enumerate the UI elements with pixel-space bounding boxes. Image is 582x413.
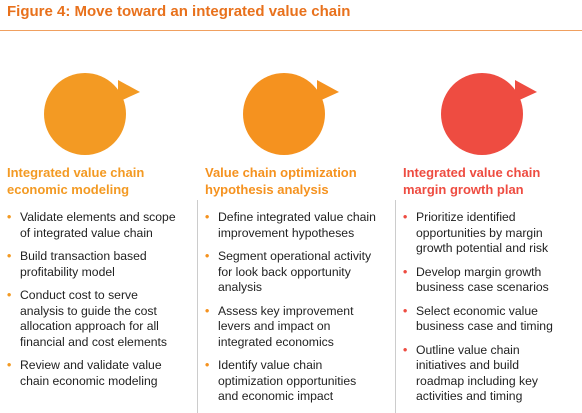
- bullet-line: Prioritize identified: [416, 210, 516, 224]
- bullet-line: analysis: [218, 280, 263, 294]
- pointer-triangle: [515, 80, 537, 102]
- list-item: • Review and validate value chain econom…: [7, 358, 176, 389]
- bullet-line: roadmap including key: [416, 373, 538, 388]
- circle-shape: [441, 73, 523, 155]
- bullet-icon: •: [403, 303, 408, 318]
- heading-line-2: economic modeling: [7, 182, 130, 197]
- bullet-line: chain economic modeling: [20, 373, 158, 388]
- heading-line-2: hypothesis analysis: [205, 182, 329, 197]
- bullet-line: of integrated value chain: [20, 225, 153, 240]
- bullet-line: Review and validate value: [20, 358, 162, 372]
- bullet-icon: •: [7, 249, 12, 263]
- figure-title: Figure 4: Move toward an integrated valu…: [7, 3, 351, 20]
- bullet-line: initiatives and build: [416, 358, 519, 372]
- bullet-line: Conduct cost to serve: [20, 288, 138, 302]
- bullet-line: profitability model: [20, 264, 115, 279]
- heading-line-1: Value chain optimization: [205, 165, 357, 180]
- bullet-icon: •: [7, 210, 12, 224]
- bullet-line: Develop margin growth: [416, 264, 542, 279]
- heading-line-2: margin growth plan: [403, 182, 524, 197]
- list-item: • Validate elements and scope of integra…: [7, 210, 176, 241]
- list-item: • Select economic value business case an…: [403, 304, 553, 335]
- bullet-line: Segment operational activity: [218, 249, 372, 263]
- bullet-icon: •: [205, 303, 210, 318]
- bullet-icon: •: [7, 358, 12, 372]
- bullet-line: Identify value chain: [218, 358, 323, 372]
- pointer-triangle: [317, 80, 339, 102]
- bullet-list: • Define integrated value chain improvem…: [205, 210, 376, 413]
- list-item: • Outline value chain initiatives and bu…: [403, 343, 553, 405]
- list-item: • Define integrated value chain improvem…: [205, 210, 376, 241]
- bullet-line: analysis to guide the cost: [20, 303, 157, 318]
- bullet-line: opportunities by margin: [416, 225, 543, 240]
- bullet-line: business case and timing: [416, 319, 553, 333]
- bullet-icon: •: [7, 288, 12, 302]
- list-item: • Build transaction based profitability …: [7, 249, 176, 280]
- bullet-list: • Validate elements and scope of integra…: [7, 210, 176, 397]
- column-heading: Integrated value chain economic modeling: [7, 164, 144, 198]
- bullet-line: Build transaction based: [20, 249, 147, 263]
- bullet-line: for look back opportunity: [218, 264, 351, 279]
- heading-line-1: Integrated value chain: [403, 165, 541, 180]
- pointer-triangle: [118, 80, 140, 102]
- red-circle-icon: [441, 66, 543, 162]
- column-heading: Value chain optimization hypothesis anal…: [205, 164, 357, 198]
- bullet-line: activities and timing: [416, 389, 523, 403]
- bullet-icon: •: [403, 264, 408, 279]
- orange-circle-icon: [243, 66, 345, 162]
- bullet-line: levers and impact on: [218, 319, 331, 333]
- bullet-line: financial and cost elements: [20, 334, 168, 349]
- bullet-icon: •: [403, 210, 408, 224]
- bullet-line: Define integrated value chain: [218, 210, 376, 224]
- list-item: • Prioritize identified opportunities by…: [403, 210, 553, 257]
- orange-circle-icon: [44, 66, 146, 162]
- list-item: • Assess key improvement levers and impa…: [205, 304, 376, 351]
- bullet-line: business case scenarios: [416, 280, 549, 294]
- list-item: • Develop margin growth business case sc…: [403, 265, 553, 296]
- bullet-line: growth potential and risk: [416, 241, 549, 255]
- list-item: • Identify value chain optimization oppo…: [205, 358, 376, 405]
- bullet-line: Outline value chain: [416, 342, 520, 357]
- column-heading: Integrated value chain margin growth pla…: [403, 164, 540, 198]
- bullet-list: • Prioritize identified opportunities by…: [403, 210, 553, 413]
- bullet-line: Assess key improvement: [218, 303, 354, 318]
- heading-line-1: Integrated value chain: [7, 165, 145, 180]
- column-divider: [197, 200, 198, 413]
- circle-shape: [44, 73, 126, 155]
- bullet-line: Select economic value: [416, 303, 538, 318]
- bullet-line: and economic impact: [218, 389, 334, 403]
- circle-shape: [243, 73, 325, 155]
- bullet-line: allocation approach for all: [20, 319, 159, 333]
- bullet-icon: •: [205, 210, 210, 224]
- bullet-line: Validate elements and scope: [20, 210, 176, 224]
- bullet-icon: •: [205, 249, 210, 263]
- bullet-icon: •: [205, 358, 210, 372]
- bullet-line: optimization opportunities: [218, 373, 357, 388]
- bullet-line: integrated economics: [218, 334, 334, 349]
- bullet-icon: •: [403, 342, 408, 357]
- column-divider: [395, 200, 396, 413]
- bullet-line: improvement hypotheses: [218, 225, 355, 240]
- list-item: • Segment operational activity for look …: [205, 249, 376, 296]
- list-item: • Conduct cost to serve analysis to guid…: [7, 288, 176, 350]
- title-rule: [0, 30, 582, 31]
